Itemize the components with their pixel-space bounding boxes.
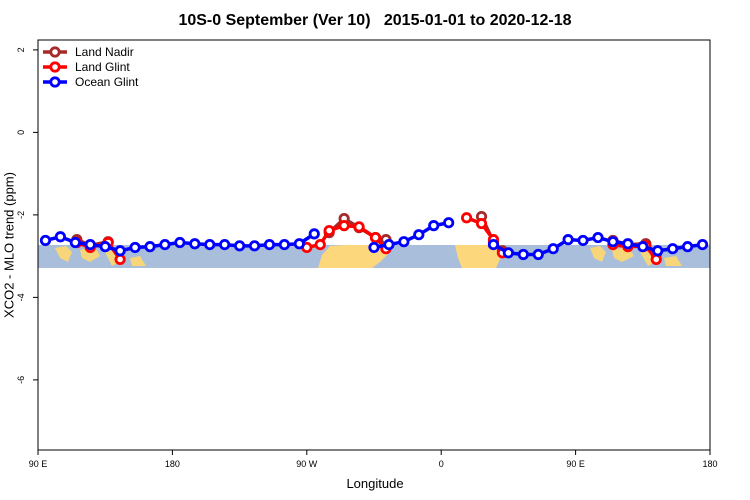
data-point xyxy=(622,238,634,250)
data-point xyxy=(174,236,186,249)
data-point xyxy=(129,241,141,254)
data-point xyxy=(353,221,365,233)
data-point xyxy=(189,238,201,250)
data-point xyxy=(234,240,246,252)
data-point xyxy=(383,238,395,251)
chart-title: 10S-0 September (Ver 10) 2015-01-01 to 2… xyxy=(178,12,571,29)
data-point xyxy=(443,217,455,229)
data-point xyxy=(114,245,126,257)
data-point xyxy=(502,247,514,259)
data-point xyxy=(84,238,96,251)
x-tick-label: 180 xyxy=(702,459,717,469)
y-tick-label: 0 xyxy=(16,130,26,135)
data-point xyxy=(308,228,320,240)
data-point xyxy=(667,243,679,255)
data-point xyxy=(413,229,425,241)
legend-marker xyxy=(49,61,61,73)
data-point xyxy=(338,220,350,232)
legend-label: Land Nadir xyxy=(75,45,134,59)
x-tick-label: 180 xyxy=(165,459,180,469)
legend-label: Ocean Glint xyxy=(75,75,139,89)
data-point xyxy=(592,231,604,244)
data-point xyxy=(475,217,488,230)
data-point xyxy=(54,231,67,243)
land xyxy=(455,245,503,268)
x-axis-label: Longitude xyxy=(346,476,403,491)
y-tick-label: -4 xyxy=(16,293,26,301)
data-point xyxy=(144,241,156,253)
data-point xyxy=(562,234,574,246)
data-point xyxy=(204,238,216,251)
data-point xyxy=(532,248,544,261)
data-point xyxy=(517,248,529,261)
data-point xyxy=(278,238,290,251)
data-point xyxy=(323,224,335,237)
legend-marker xyxy=(49,76,61,88)
data-point xyxy=(487,238,500,251)
y-tick-label: -2 xyxy=(16,211,26,219)
x-tick-label: 90 E xyxy=(29,459,48,469)
y-tick-label: 2 xyxy=(16,47,26,52)
data-point xyxy=(69,236,81,249)
land xyxy=(55,246,146,266)
data-point xyxy=(369,231,382,244)
data-point xyxy=(637,241,649,253)
y-axis-label: XCO2 - MLO trend (ppm) xyxy=(1,172,16,318)
data-point xyxy=(263,238,276,251)
x-tick-label: 0 xyxy=(439,459,444,469)
data-point xyxy=(650,253,662,266)
data-point xyxy=(368,241,380,254)
data-point xyxy=(460,212,473,224)
data-point xyxy=(99,241,111,253)
data-point xyxy=(39,234,52,247)
data-point xyxy=(681,241,694,253)
data-point xyxy=(652,245,664,257)
y-tick-label: -6 xyxy=(16,376,26,384)
data-point xyxy=(607,236,619,248)
x-tick-label: 90 W xyxy=(296,459,318,469)
data-point xyxy=(577,234,589,247)
data-point xyxy=(314,238,326,251)
data-point xyxy=(114,253,126,266)
land xyxy=(590,246,682,266)
legend-label: Land Glint xyxy=(75,60,130,74)
data-point xyxy=(219,238,231,251)
data-point xyxy=(293,238,305,250)
data-point xyxy=(398,236,410,248)
data-point xyxy=(696,238,709,251)
plot-frame xyxy=(37,39,711,451)
x-tick-label: 90 E xyxy=(566,459,585,469)
data-point xyxy=(547,243,559,255)
data-point xyxy=(159,238,171,251)
data-point xyxy=(428,220,440,232)
legend-marker xyxy=(49,46,61,58)
data-point xyxy=(248,240,261,252)
